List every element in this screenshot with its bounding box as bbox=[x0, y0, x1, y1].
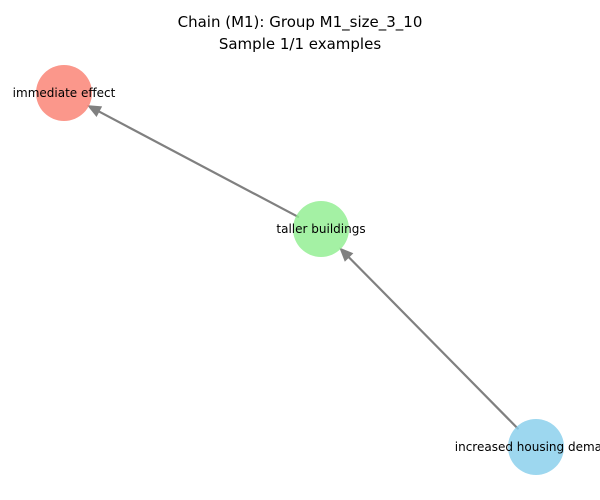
edge-n3-to-n2 bbox=[339, 247, 519, 430]
labels-layer: immediate effect taller buildings increase… bbox=[13, 86, 600, 454]
arrowhead bbox=[86, 105, 103, 118]
immediate-effect-node bbox=[36, 65, 92, 121]
arrowhead bbox=[339, 247, 354, 262]
edges-layer bbox=[86, 105, 519, 430]
edge-n2-to-n1 bbox=[86, 105, 300, 218]
diagram-title: Chain (M1): Group M1_size_3_10 bbox=[178, 13, 423, 32]
edge-line bbox=[98, 110, 300, 218]
taller-buildings-node bbox=[293, 201, 349, 257]
diagram-subtitle: Sample 1/1 examples bbox=[219, 35, 381, 53]
increased-housing-demand-label: increased housing demand bbox=[455, 440, 600, 454]
nodes-layer bbox=[36, 65, 564, 475]
increased-housing-demand-node bbox=[508, 419, 564, 475]
edge-line bbox=[347, 256, 519, 430]
taller-buildings-label: taller buildings bbox=[276, 222, 365, 236]
immediate-effect-label: immediate effect bbox=[13, 86, 116, 100]
